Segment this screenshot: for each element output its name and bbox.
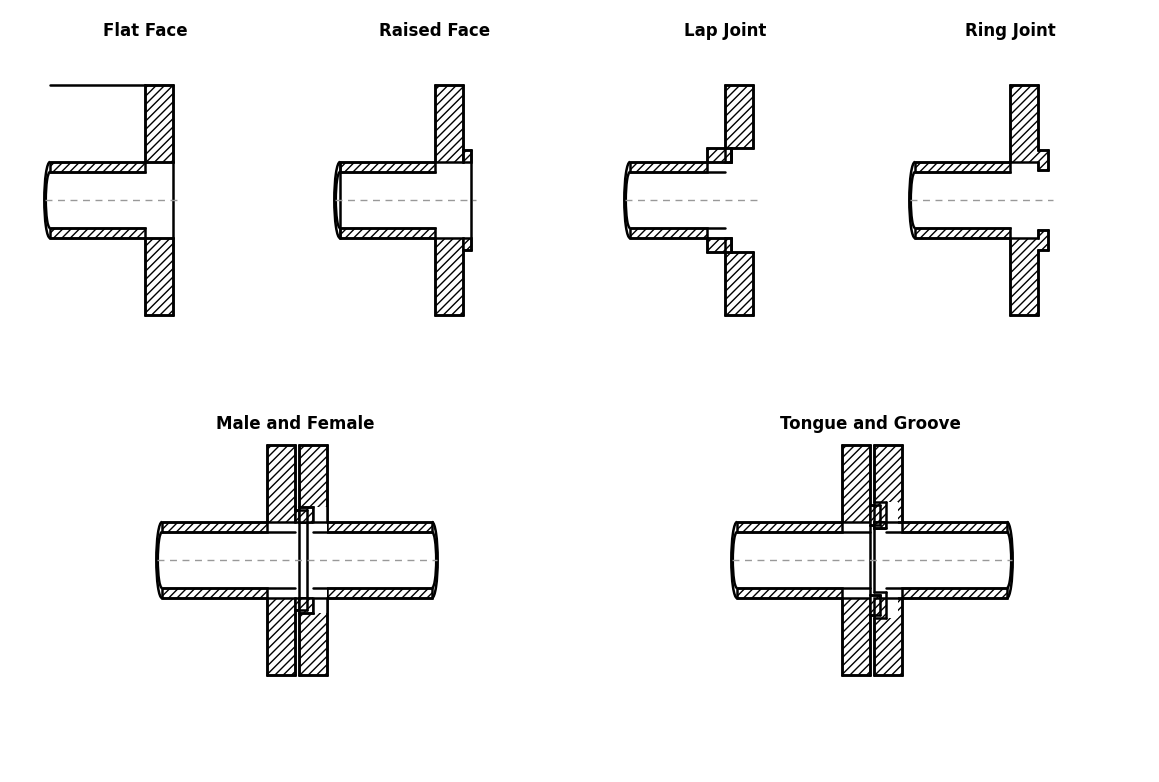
Polygon shape: [327, 588, 432, 598]
Polygon shape: [914, 162, 1009, 172]
Polygon shape: [145, 85, 173, 162]
Bar: [914, 172, 1009, 228]
Text: Lap Joint: Lap Joint: [684, 22, 766, 40]
Polygon shape: [462, 150, 471, 162]
Polygon shape: [870, 595, 880, 615]
Polygon shape: [874, 522, 885, 528]
Bar: [313, 507, 327, 613]
Polygon shape: [435, 238, 462, 315]
Polygon shape: [299, 445, 327, 522]
Bar: [737, 532, 870, 588]
Polygon shape: [299, 598, 327, 675]
Bar: [162, 532, 296, 588]
Polygon shape: [874, 445, 902, 522]
Text: Raised Face: Raised Face: [379, 22, 490, 40]
Bar: [50, 172, 145, 228]
Polygon shape: [162, 588, 267, 598]
Polygon shape: [296, 510, 307, 522]
Polygon shape: [870, 505, 880, 525]
Polygon shape: [50, 228, 145, 238]
Polygon shape: [726, 238, 753, 315]
Polygon shape: [874, 522, 885, 528]
Polygon shape: [726, 85, 753, 162]
Polygon shape: [340, 228, 435, 238]
Bar: [299, 532, 432, 588]
Text: Flat Face: Flat Face: [103, 22, 188, 40]
Polygon shape: [737, 522, 841, 532]
Polygon shape: [914, 228, 1009, 238]
Polygon shape: [707, 238, 731, 252]
Polygon shape: [299, 598, 313, 613]
Polygon shape: [630, 162, 707, 172]
Text: Male and Female: Male and Female: [216, 415, 374, 433]
Polygon shape: [1009, 85, 1048, 170]
Bar: [874, 532, 1007, 588]
Polygon shape: [841, 445, 870, 522]
Polygon shape: [1009, 230, 1048, 315]
Bar: [885, 502, 898, 618]
Polygon shape: [340, 162, 435, 172]
Polygon shape: [902, 588, 1007, 598]
Polygon shape: [145, 238, 173, 315]
Text: Tongue and Groove: Tongue and Groove: [780, 415, 961, 433]
Polygon shape: [267, 598, 296, 675]
Polygon shape: [299, 507, 313, 522]
Polygon shape: [462, 238, 471, 250]
Polygon shape: [50, 162, 145, 172]
Bar: [340, 172, 435, 228]
Polygon shape: [267, 445, 296, 522]
Polygon shape: [707, 148, 731, 162]
Polygon shape: [737, 588, 841, 598]
Polygon shape: [327, 522, 432, 532]
Polygon shape: [874, 598, 902, 675]
Text: Ring Joint: Ring Joint: [964, 22, 1056, 40]
Bar: [630, 172, 726, 228]
Polygon shape: [902, 522, 1007, 532]
Polygon shape: [162, 522, 267, 532]
Polygon shape: [630, 228, 707, 238]
Polygon shape: [296, 598, 307, 610]
Polygon shape: [841, 598, 870, 675]
Polygon shape: [435, 85, 462, 162]
